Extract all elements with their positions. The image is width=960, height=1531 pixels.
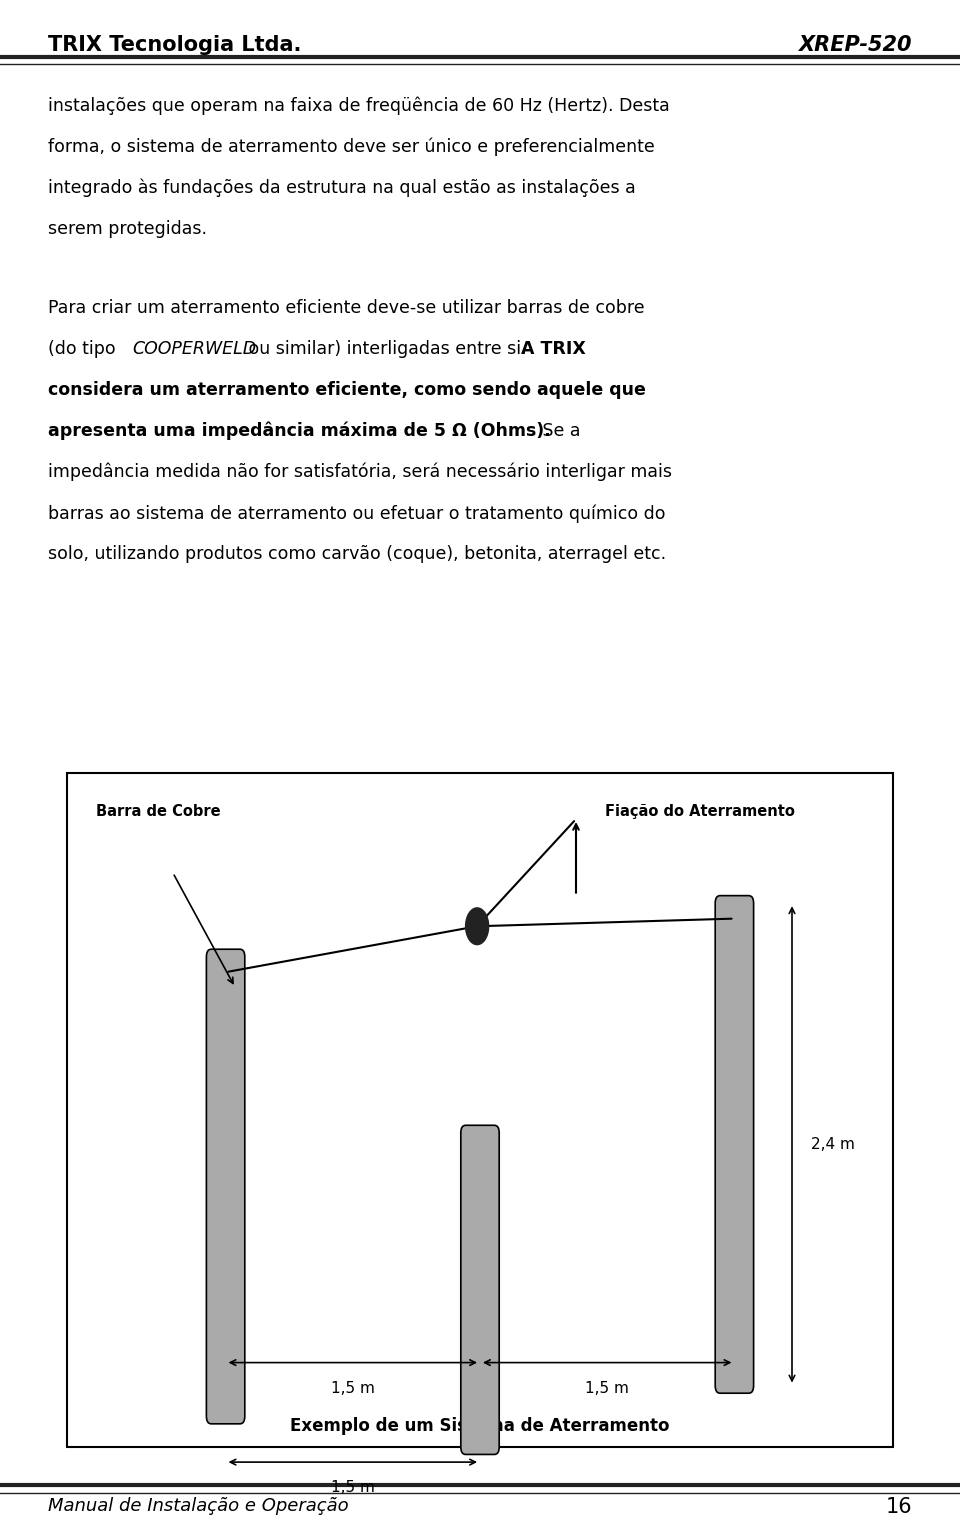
Text: (do tipo: (do tipo [48, 340, 121, 358]
Text: 1,5 m: 1,5 m [586, 1381, 629, 1396]
Text: Fiação do Aterramento: Fiação do Aterramento [605, 804, 795, 819]
Text: Para criar um aterramento eficiente deve-se utilizar barras de cobre: Para criar um aterramento eficiente deve… [48, 299, 644, 317]
Bar [67, 773, 893, 1447]
Text: integrado às fundações da estrutura na qual estão as instalações a: integrado às fundações da estrutura na q… [48, 179, 636, 197]
Text: Se a: Se a [537, 423, 580, 439]
Text: Manual de Instalação e Operação: Manual de Instalação e Operação [48, 1497, 348, 1516]
Text: XREP-520: XREP-520 [799, 35, 912, 55]
Text: TRIX Tecnologia Ltda.: TRIX Tecnologia Ltda. [48, 35, 301, 55]
Text: Barra de Cobre: Barra de Cobre [96, 804, 221, 819]
Text: forma, o sistema de aterramento deve ser único e preferencialmente: forma, o sistema de aterramento deve ser… [48, 138, 655, 156]
Text: ou similar) interligadas entre si.: ou similar) interligadas entre si. [243, 340, 532, 358]
Text: solo, utilizando produtos como carvão (coque), betonita, aterragel etc.: solo, utilizando produtos como carvão (c… [48, 545, 666, 563]
Text: A TRIX: A TRIX [521, 340, 586, 358]
Text: 1,5 m: 1,5 m [331, 1381, 374, 1396]
Text: COOPERWELD: COOPERWELD [132, 340, 256, 358]
Text: Exemplo de um Sistema de Aterramento: Exemplo de um Sistema de Aterramento [290, 1416, 670, 1435]
Text: 1,5 m: 1,5 m [331, 1480, 374, 1496]
Text: impedância medida não for satisfatória, será necessário interligar mais: impedância medida não for satisfatória, … [48, 462, 672, 481]
Text: 2,4 m: 2,4 m [811, 1138, 855, 1151]
Text: apresenta uma impedância máxima de 5 Ω (Ohms).: apresenta uma impedância máxima de 5 Ω (… [48, 423, 551, 441]
Text: instalações que operam na faixa de freqüência de 60 Hz (Hertz). Desta: instalações que operam na faixa de freqü… [48, 96, 670, 115]
FancyBboxPatch shape [715, 896, 754, 1393]
FancyBboxPatch shape [461, 1125, 499, 1454]
Text: barras ao sistema de aterramento ou efetuar o tratamento químico do: barras ao sistema de aterramento ou efet… [48, 504, 665, 522]
Text: 16: 16 [885, 1497, 912, 1517]
Text: considera um aterramento eficiente, como sendo aquele que: considera um aterramento eficiente, como… [48, 381, 646, 400]
Circle shape [466, 908, 489, 945]
Text: serem protegidas.: serem protegidas. [48, 219, 207, 237]
FancyBboxPatch shape [206, 949, 245, 1424]
